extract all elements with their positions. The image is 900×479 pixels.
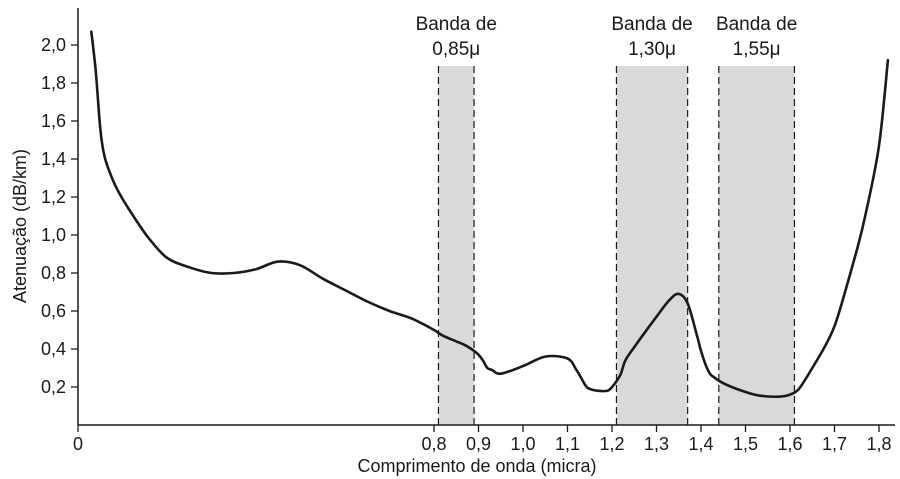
band-regions: Banda de 0,85μ Banda de 1,30μ Banda de 1,55μ [416,14,797,425]
x-tick-label: 1,2 [599,434,624,454]
x-tick-label: 0,8 [421,434,446,454]
attenuation-line [90,30,890,399]
y-tick-label: 1,4 [41,149,66,169]
x-tick-label: 1,8 [866,434,891,454]
x-tick-label: 1,4 [688,434,713,454]
band-label-line1: Banda de [716,14,797,35]
y-axis-label: Atenuação (dB/km) [10,149,30,303]
x-axis-label: Comprimento de onda (micra) [357,456,596,476]
x-tick-label: 1,6 [777,434,802,454]
x-tick-label: 1,3 [644,434,669,454]
y-tick-label: 1,0 [41,225,66,245]
band-rect [616,66,688,425]
y-tick-label: 0,6 [41,301,66,321]
curve [90,30,890,399]
x-tick-label: 0 [73,434,83,454]
y-tick-label: 1,6 [41,111,66,131]
x-tick-label: 1,1 [555,434,580,454]
x-tick-label: 0,9 [466,434,491,454]
y-tick-label: 0,8 [41,263,66,283]
y-tick-label: 0,4 [41,339,66,359]
band-label-line1: Banda de [611,14,692,35]
y-tick-label: 0,2 [41,377,66,397]
tick-marks: 0 0,8 0,9 1,0 1,1 1,2 1,3 1,4 1,5 1,6 1,7 1,8 0,2 0,4… [41,35,892,454]
band-label-line1: Banda de [416,14,497,35]
y-tick-label: 1,8 [41,73,66,93]
band-label-line2: 1,30μ [628,39,676,60]
band-label-line2: 1,55μ [733,39,781,60]
band-rect [718,66,795,425]
x-tick-label: 1,7 [822,434,847,454]
band-label-line2: 0,85μ [432,39,480,60]
y-tick-label: 2,0 [41,35,66,55]
x-tick-label: 1,5 [733,434,758,454]
band-rect [438,66,475,425]
axes [77,8,895,426]
x-tick-label: 1,0 [510,434,535,454]
y-tick-label: 1,2 [41,187,66,207]
